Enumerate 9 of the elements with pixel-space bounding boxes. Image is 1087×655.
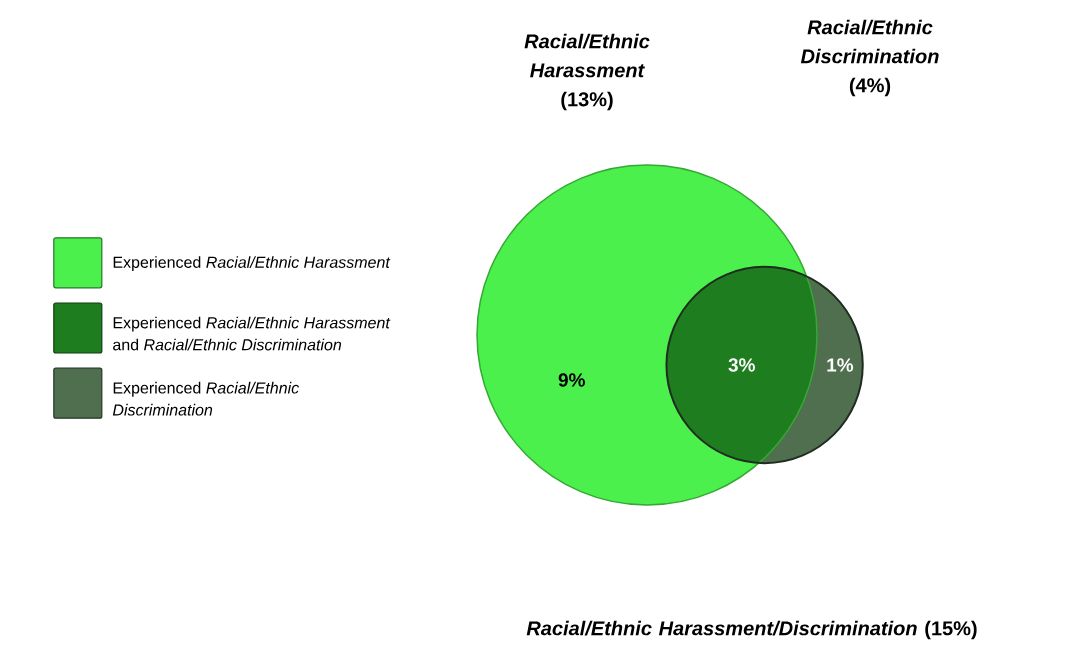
data-label: 3% (728, 358, 755, 372)
category-label: Experienced Racial/Ethnic Discrimination (112, 381, 299, 416)
text: Racial/Ethnic Harassment (13%) (524, 33, 650, 111)
data-label: 9% (558, 373, 585, 387)
text: Racial/Ethnic Discrimination (4%) (800, 19, 939, 97)
category-label: Experienced Racial/Ethnic Harassment (113, 256, 391, 272)
category-label: Experienced Racial/Ethnic Harassment and Racial/Ethnic Discrimination (113, 316, 391, 351)
data-label: 1% (827, 358, 854, 372)
text: Racial/Ethnic Harassment/Discrimination (15%) (526, 620, 977, 640)
